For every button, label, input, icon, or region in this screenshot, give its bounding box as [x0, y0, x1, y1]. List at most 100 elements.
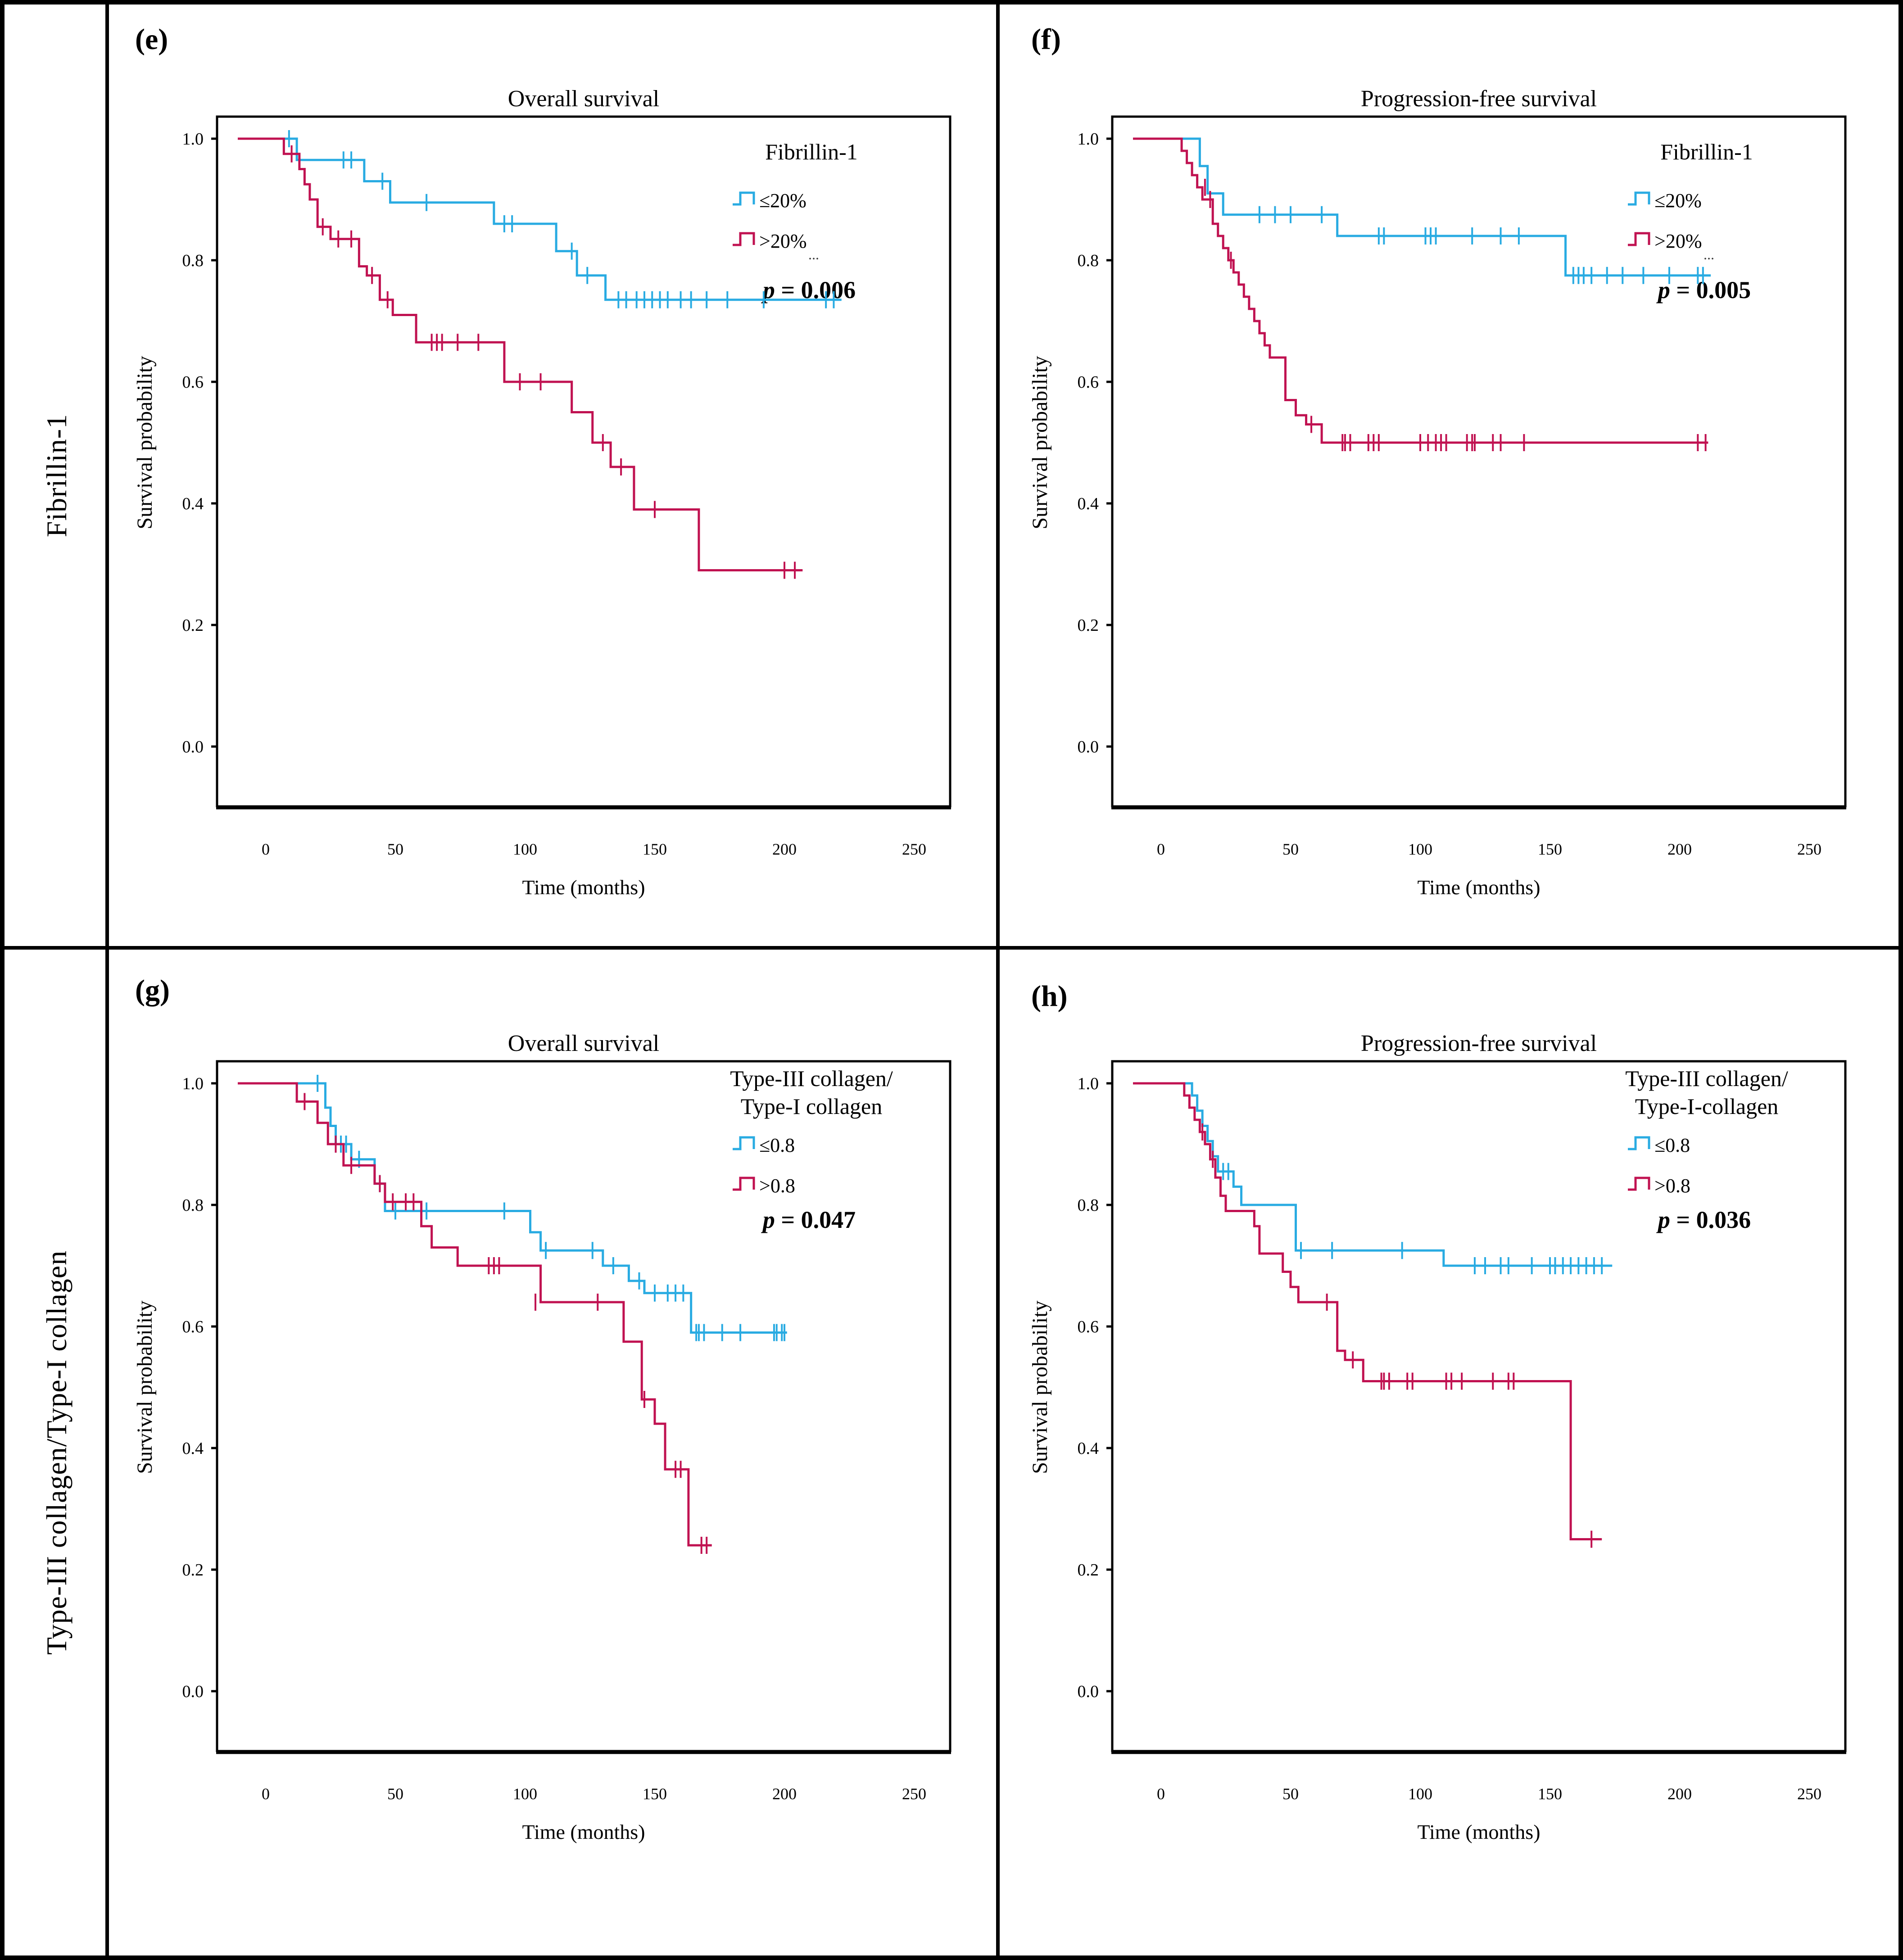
legend-title: Fibrillin-1: [765, 139, 858, 164]
legend-entry-label: >20%: [759, 230, 807, 252]
legend-step-swatch-high: [733, 232, 755, 246]
survival-curve-low: [1133, 1082, 1613, 1267]
legend: Type-III collagen/Type-I-collagen ≤0.8 >0.…: [1625, 1066, 1788, 1197]
x-tick-label: 0: [1157, 1785, 1165, 1803]
legend-entry-label: >0.8: [1654, 1175, 1690, 1197]
chart-title: Progression-free survival: [1361, 86, 1597, 112]
figure-border-bottom: [0, 1955, 1903, 1960]
x-tick-label: 100: [1408, 1785, 1432, 1803]
survival-curve-low: [238, 137, 842, 301]
plot-box: [216, 1060, 952, 1752]
row-label-text: Fibrillin-1: [41, 413, 72, 537]
chart-title: Progression-free survival: [1361, 1031, 1597, 1056]
y-axis-title: Survival probability: [1028, 356, 1052, 529]
legend-entry-label: ≤0.8: [759, 1134, 795, 1156]
legend-step-swatch-low: [733, 1136, 755, 1150]
figure-border-right: [1898, 0, 1903, 1960]
p-value: p = 0.047: [761, 1206, 856, 1233]
row-label-fibrillin: Fibrillin-1: [6, 5, 107, 946]
x-tick-label: 0: [1157, 840, 1165, 858]
y-tick-label: 1.0: [1078, 130, 1099, 149]
censor-ticks-high: [1204, 179, 1707, 451]
censor-ticks-high: [1201, 1123, 1593, 1548]
figure-border-top: [0, 0, 1903, 5]
x-axis-title: Time (months): [522, 1820, 645, 1843]
legend-step-swatch-low: [1628, 1136, 1650, 1150]
x-tick-label: 200: [772, 840, 797, 858]
panel-letter-h: (h): [1031, 980, 1068, 1013]
legend: Fibrillin-1 ≤20% >20%...: [733, 139, 858, 263]
x-tick-label: 200: [1667, 1785, 1692, 1803]
y-tick-label: 1.0: [1078, 1074, 1099, 1093]
survival-curve-high: [1133, 1082, 1602, 1540]
x-tick-label: 150: [1538, 1785, 1562, 1803]
censor-ticks-high: [290, 145, 796, 579]
legend-entry-label: ≤20%: [1654, 190, 1702, 212]
legend-title: Fibrillin-1: [1660, 139, 1753, 164]
row-label-collagen: Type-III collagen/Type-I collagen: [6, 950, 107, 1955]
plot-box: [1111, 1060, 1847, 1752]
x-tick-label: 0: [262, 1785, 270, 1803]
panel-letter-g: (g): [135, 974, 170, 1007]
legend-step-swatch-low: [733, 191, 755, 206]
x-tick-label: 200: [772, 1785, 797, 1803]
y-tick-label: 0.8: [182, 1196, 204, 1215]
y-tick-label: 0.4: [182, 1439, 204, 1458]
panel-letter-f: (f): [1031, 23, 1061, 56]
x-tick-label: 100: [513, 1785, 537, 1803]
plot-box: [1111, 115, 1847, 807]
y-axis-title: Survival probability: [1028, 1300, 1052, 1474]
x-tick-label: 50: [387, 840, 403, 858]
chart-title: Overall survival: [508, 1031, 659, 1056]
legend-entry-label: ≤20%: [759, 190, 807, 212]
y-tick-label: 0.6: [1078, 373, 1099, 392]
y-tick-label: 0.2: [182, 1561, 204, 1580]
label-column-divider: [105, 5, 109, 1955]
y-tick-label: 0.8: [1078, 1196, 1099, 1215]
legend-step-swatch-low: [1628, 191, 1650, 206]
x-tick-label: 250: [1797, 840, 1821, 858]
censor-ticks-high: [304, 1093, 708, 1554]
y-tick-label: 0.2: [1078, 616, 1099, 635]
x-tick-label: 0: [262, 840, 270, 858]
center-divider: [996, 5, 1000, 1955]
x-tick-label: 200: [1667, 840, 1692, 858]
y-tick-label: 0.0: [1078, 1682, 1099, 1701]
x-tick-label: 250: [1797, 1785, 1821, 1803]
censor-ticks-low: [1222, 1163, 1603, 1274]
legend-step-swatch-high: [1628, 1177, 1650, 1191]
survival-curve-high: [1133, 137, 1708, 444]
y-tick-label: 0.0: [182, 1682, 204, 1701]
km-chart-progression-free-fibrillin: Progression-free survival 1.0 0.8 0.6 0.4 0.2…: [1028, 86, 1847, 899]
y-tick-label: 0.8: [182, 251, 204, 270]
survival-curve-low: [1133, 137, 1711, 277]
x-tick-label: 50: [1282, 1785, 1299, 1803]
legend: Type-III collagen/Type-I collagen ≤0.8 >0.…: [730, 1066, 893, 1197]
x-tick-label: 150: [1538, 840, 1562, 858]
x-axis-title: Time (months): [522, 876, 645, 899]
y-tick-label: 0.6: [182, 373, 204, 392]
legend-step-swatch-high: [1628, 232, 1650, 246]
y-tick-label: 0.0: [1078, 738, 1099, 756]
p-value: p = 0.036: [1656, 1206, 1751, 1233]
legend: Fibrillin-1 ≤20% >20%...: [1628, 139, 1753, 263]
legend-ellipsis: ...: [1704, 246, 1714, 263]
y-axis-title: Survival probability: [133, 356, 157, 529]
legend-title: Type-I-collagen: [1635, 1094, 1779, 1119]
y-axis-title: Survival probability: [133, 1300, 157, 1474]
legend-step-swatch-high: [733, 1177, 755, 1191]
y-tick-label: 1.0: [182, 1074, 204, 1093]
y-tick-label: 0.2: [182, 616, 204, 635]
km-chart-overall-survival-collagen: Overall survival 1.0 0.8 0.6 0.4 0.2 0.0 0 50 100…: [133, 1031, 952, 1843]
x-axis-title: Time (months): [1417, 876, 1540, 899]
survival-curve-low: [238, 1082, 787, 1334]
x-tick-label: 100: [1408, 840, 1432, 858]
y-tick-label: 0.0: [182, 738, 204, 756]
y-tick-label: 1.0: [182, 130, 204, 149]
x-tick-label: 150: [643, 840, 667, 858]
row-divider: [5, 946, 1898, 950]
legend-ellipsis: ...: [808, 246, 819, 263]
plot-box: [216, 115, 952, 807]
y-tick-label: 0.6: [182, 1317, 204, 1336]
